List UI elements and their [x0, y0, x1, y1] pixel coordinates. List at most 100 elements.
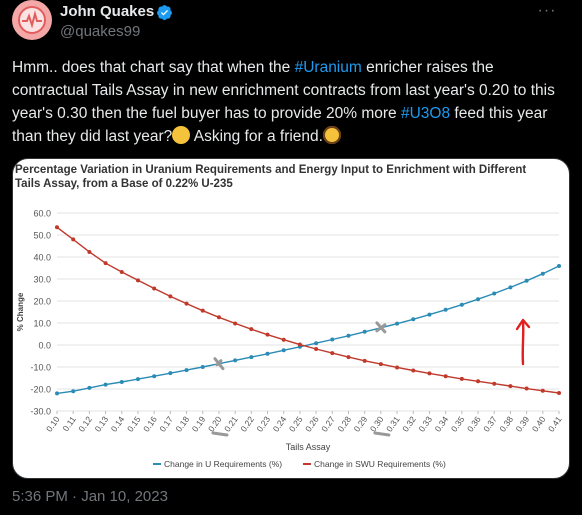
data-point [216, 315, 221, 320]
data-point [55, 391, 59, 396]
annotation-mark [375, 321, 387, 334]
data-point [119, 379, 124, 384]
data-point [168, 294, 173, 299]
data-point [200, 308, 205, 313]
x-tick-label: 0.35 [449, 414, 467, 434]
x-tick-label: 0.23 [254, 414, 272, 434]
x-axis-label: Tails Assay [286, 442, 331, 452]
data-point [71, 237, 76, 242]
data-point [281, 348, 286, 353]
data-point [233, 358, 238, 363]
data-point [362, 329, 367, 334]
x-tick-label: 0.28 [335, 414, 353, 434]
data-point [492, 381, 497, 386]
x-tick-label: 0.26 [303, 414, 321, 434]
avatar[interactable] [12, 0, 52, 40]
y-tick-label: 50.0 [33, 231, 51, 241]
x-tick-label: 0.30 [368, 414, 386, 434]
x-tick-label: 0.13 [93, 414, 111, 434]
data-point [200, 365, 205, 369]
data-point [152, 374, 157, 379]
legend-label: Change in SWU Requirements (%) [314, 459, 446, 469]
heartbeat-icon [22, 10, 42, 29]
data-point [427, 312, 432, 317]
data-point [119, 269, 124, 274]
data-point [346, 355, 351, 360]
data-point [524, 278, 529, 283]
data-point [87, 385, 92, 390]
data-point [346, 333, 351, 338]
x-tick-label: 0.17 [157, 414, 175, 434]
x-tick-label: 0.19 [190, 414, 208, 434]
annotation-arrow [521, 320, 525, 366]
data-point [249, 355, 254, 360]
x-tick-label: 0.33 [416, 414, 434, 434]
data-point [508, 285, 513, 290]
annotation-mark [213, 357, 225, 371]
x-tick-label: 0.11 [61, 414, 78, 433]
annotation-underline [373, 431, 391, 437]
annotation-underline [211, 431, 229, 437]
y-tick-label: -30.0 [30, 407, 51, 417]
data-point [476, 379, 481, 384]
x-tick-label: 0.14 [109, 414, 127, 434]
hashtag-u3o8[interactable]: #U3O8 [400, 105, 451, 122]
data-point [168, 371, 173, 376]
data-point [87, 249, 92, 254]
x-tick-label: 0.31 [384, 414, 402, 434]
display-name[interactable]: John Quakes [60, 3, 155, 20]
data-point [443, 307, 448, 312]
x-tick-label: 0.41 [546, 414, 564, 434]
x-tick-label: 0.22 [238, 414, 256, 434]
data-point [314, 346, 319, 351]
x-tick-label: 0.32 [400, 414, 418, 434]
tweet-text: Hmm.. does that chart say that when the … [12, 59, 555, 145]
x-tick-label: 0.29 [352, 414, 370, 434]
x-tick-label: 0.25 [287, 414, 305, 434]
data-point [135, 278, 140, 283]
data-point [184, 368, 189, 373]
more-options-icon[interactable]: ··· [537, 2, 557, 19]
x-tick-label: 0.15 [125, 414, 143, 434]
data-point [184, 301, 189, 306]
data-point [540, 271, 545, 276]
data-point [557, 264, 561, 269]
data-point [459, 376, 464, 381]
data-point [314, 341, 319, 346]
hashtag-uranium[interactable]: #Uranium [294, 59, 362, 76]
data-point [55, 225, 59, 230]
series-line [56, 226, 560, 394]
data-point [71, 389, 76, 394]
y-tick-label: -20.0 [30, 385, 51, 395]
data-point [395, 365, 400, 370]
data-point [330, 337, 335, 342]
user-handle[interactable]: @quakes99 [60, 23, 141, 40]
y-tick-label: 0.0 [38, 341, 51, 351]
x-tick-label: 0.34 [433, 414, 451, 434]
data-point [330, 351, 335, 356]
data-point [265, 351, 270, 356]
data-point [411, 368, 416, 373]
data-point [443, 374, 448, 379]
x-tick-label: 0.21 [222, 414, 240, 434]
data-point [378, 362, 383, 367]
chart-image[interactable]: Percentage Variation in Uranium Requirem… [12, 158, 570, 479]
data-point [492, 291, 497, 296]
x-tick-label: 0.27 [319, 414, 337, 434]
data-point [476, 297, 481, 302]
data-point [459, 302, 464, 307]
x-tick-label: 0.12 [76, 414, 94, 434]
y-tick-label: 60.0 [33, 209, 51, 219]
y-tick-label: 20.0 [33, 297, 51, 307]
data-point [103, 261, 108, 266]
legend-label: Change in U Requirements (%) [164, 459, 282, 469]
data-point [233, 321, 238, 326]
data-point [508, 384, 513, 389]
x-tick-label: 0.10 [44, 414, 62, 434]
timestamp[interactable]: 5:36 PM · Jan 10, 2023 [12, 488, 168, 505]
data-point [395, 321, 400, 326]
data-point [362, 358, 367, 363]
x-tick-label: 0.20 [206, 414, 224, 434]
thinking-face-icon [172, 126, 191, 144]
y-tick-label: 40.0 [33, 253, 51, 263]
